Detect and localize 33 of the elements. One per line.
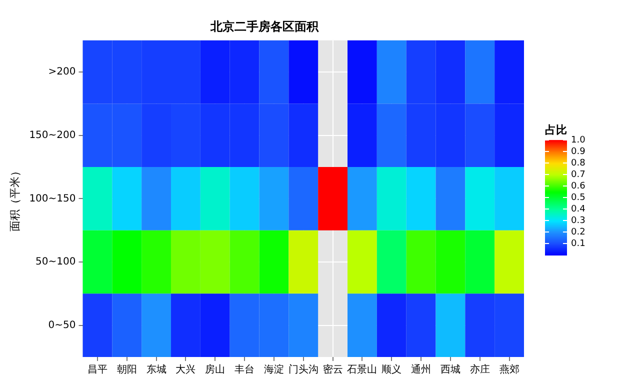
color-bar-title: 占比 xyxy=(545,123,567,136)
chart-title: 北京二手房各区面积 xyxy=(210,19,320,34)
color-bar-label: 0.6 xyxy=(571,181,586,192)
color-bar-label: 0.1 xyxy=(571,238,586,249)
x-tick-label: 海淀 xyxy=(264,364,284,376)
x-tick-label: 房山 xyxy=(205,364,226,376)
x-tick-label: 西城 xyxy=(440,364,460,376)
y-tick-label: 50~100 xyxy=(36,256,76,268)
x-tick-label: 东城 xyxy=(146,364,166,376)
x-tick-label: 门头沟 xyxy=(288,364,318,376)
color-bar-label: 0.2 xyxy=(571,227,586,238)
x-tick-label: 密云 xyxy=(322,364,343,376)
color-bar-label: 0.5 xyxy=(571,192,586,203)
color-bar-label: 1.0 xyxy=(571,135,586,146)
y-tick-label: 150~200 xyxy=(29,130,76,141)
y-tick-label: 100~150 xyxy=(29,193,76,204)
color-bar-label: 0.3 xyxy=(571,216,586,226)
y-axis-title: 面积（平米） xyxy=(8,166,22,232)
x-tick-label: 燕郊 xyxy=(499,364,520,376)
x-tick-label: 顺义 xyxy=(382,364,402,376)
x-tick-label: 亦庄 xyxy=(470,364,490,376)
color-bar-label: 0.8 xyxy=(571,158,586,168)
x-tick-label: 通州 xyxy=(411,364,432,376)
x-tick-label: 丰台 xyxy=(234,364,255,376)
x-tick-label: 石景山 xyxy=(347,364,378,376)
x-tick-label: 朝阳 xyxy=(116,364,137,376)
color-bar-label: 0.7 xyxy=(571,170,586,180)
x-tick-label: 大兴 xyxy=(176,364,196,376)
color-bar-label: 0.9 xyxy=(571,146,586,157)
x-tick-label: 昌平 xyxy=(87,364,108,376)
y-tick-label: 0~50 xyxy=(48,320,76,331)
color-bar-label: 0.4 xyxy=(571,204,586,214)
y-tick-label: >200 xyxy=(48,66,76,78)
